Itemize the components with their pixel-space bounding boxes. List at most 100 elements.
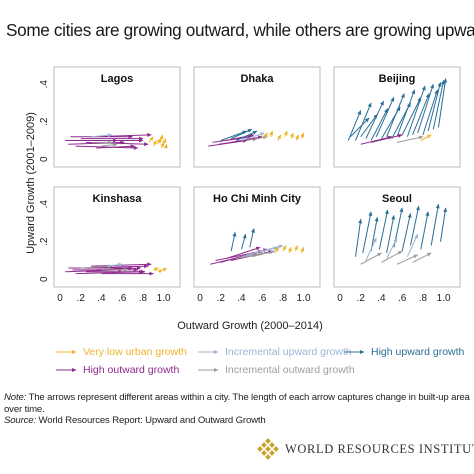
panel-title: Seoul <box>382 193 412 205</box>
arrow-high-upward <box>378 209 389 250</box>
note-text: The arrows represent different areas wit… <box>4 392 470 415</box>
arrow-high-upward <box>396 89 416 137</box>
chart-title: Some cities are growing outward, while o… <box>6 20 474 40</box>
panel-title: Dhaka <box>240 73 274 85</box>
arrow-high-outward <box>370 133 403 143</box>
y-tick-label: .2 <box>39 117 50 126</box>
logo-text: WORLD RESOURCES INSTITUTE <box>285 441 474 456</box>
y-axis-label: Upward Growth (2001–2009) <box>25 112 37 254</box>
arrow-very-low <box>283 130 288 137</box>
source-label: Source: <box>4 415 37 426</box>
y-tick-label: 0 <box>39 156 50 162</box>
wri-logo-icon <box>257 438 279 460</box>
arrow-incremental-upward <box>241 132 265 141</box>
x-axis-label: Outward Growth (2000–2014) <box>177 320 323 332</box>
arrow-incremental-outward <box>80 264 113 269</box>
panel-ho-chi-minh-city: Ho Chi Minh City <box>193 186 321 288</box>
legend-item-very-low: Very low urban growth <box>54 346 187 358</box>
arrow-high-upward <box>437 78 448 128</box>
footnote: Note: The arrows represent different are… <box>4 392 470 427</box>
arrow-very-low <box>160 141 165 149</box>
arrow-high-upward <box>420 211 430 250</box>
arrow-high-upward <box>370 216 379 252</box>
arrow-incremental-outward <box>101 142 118 147</box>
x-tick-label: 0 <box>57 293 63 304</box>
arrow-high-upward <box>401 213 412 252</box>
arrow-high-upward <box>409 205 420 246</box>
arrow-high-upward <box>240 233 247 250</box>
arrow-very-low <box>152 140 157 147</box>
legend-arrow-icon <box>344 350 365 354</box>
arrow-high-upward <box>412 93 430 136</box>
arrow-very-low <box>277 134 282 141</box>
x-tick-label: 0 <box>337 293 343 304</box>
x-tick-label: .2 <box>217 293 226 304</box>
arrow-incremental-upward <box>241 246 279 258</box>
y-tick-label: 0 <box>39 276 50 282</box>
arrow-high-upward <box>355 102 372 141</box>
arrow-high-upward <box>375 96 395 137</box>
arrow-high-upward <box>249 228 255 248</box>
arrow-high-outward <box>68 140 125 145</box>
arrow-very-low <box>300 132 305 139</box>
arrow-very-low <box>153 267 159 272</box>
legend-item-incremental-upward: Incremental upward growth <box>196 346 352 358</box>
arrow-high-upward <box>360 113 378 138</box>
panel-title: Lagos <box>101 73 133 85</box>
legend-label: High outward growth <box>83 364 180 376</box>
panel-title: Kinshasa <box>93 193 143 205</box>
legend-item-high-upward: High upward growth <box>342 346 464 358</box>
arrow-incremental-upward <box>386 237 398 259</box>
arrow-high-upward <box>370 108 389 141</box>
arrow-high-upward <box>362 211 373 254</box>
arrow-high-outward <box>360 135 393 145</box>
arrow-incremental-outward <box>251 250 276 258</box>
arrow-incremental-upward <box>91 133 113 138</box>
arrow-very-low <box>290 132 294 139</box>
legend-arrow-icon <box>198 350 219 354</box>
arrow-high-upward <box>427 81 442 132</box>
arrow-very-low <box>269 130 274 137</box>
panel-title: Ho Chi Minh City <box>213 193 302 205</box>
panel-lagos: Lagos <box>53 66 181 168</box>
arrow-high-outward <box>225 246 261 260</box>
arrow-very-low <box>158 269 164 274</box>
x-tick-label: .4 <box>377 293 386 304</box>
x-tick-label: .4 <box>237 293 246 304</box>
arrow-very-low <box>420 134 432 141</box>
x-tick-label: .6 <box>398 293 407 304</box>
panel-seoul: Seoul <box>333 186 461 288</box>
panel-kinshasa: Kinshasa <box>53 186 181 288</box>
legend-item-incremental-outward: Incremental outward growth <box>196 364 355 376</box>
panel-title: Beijing <box>379 73 416 85</box>
x-tick-label: .2 <box>77 293 86 304</box>
arrow-high-outward <box>96 144 136 149</box>
arrow-very-low <box>294 245 298 252</box>
arrow-high-upward <box>230 128 253 140</box>
x-tick-label: .8 <box>139 293 148 304</box>
legend-label: High upward growth <box>371 346 465 358</box>
arrow-very-low <box>295 134 299 141</box>
arrow-high-outward <box>231 135 263 143</box>
wri-logo: WORLD RESOURCES INSTITUTE <box>257 438 474 460</box>
arrow-high-upward <box>230 231 237 252</box>
arrow-high-upward <box>355 218 363 257</box>
panel-dhaka: Dhaka <box>193 66 321 168</box>
arrow-very-low <box>263 132 268 139</box>
x-tick-label: .4 <box>97 293 106 304</box>
arrow-incremental-outward <box>360 252 382 265</box>
legend-label: Very low urban growth <box>83 346 187 358</box>
arrow-high-upward <box>365 100 384 139</box>
y-tick-label: .2 <box>39 237 50 246</box>
x-tick-label: .6 <box>258 293 267 304</box>
arrow-very-low <box>148 136 154 143</box>
y-tick-label: .4 <box>39 80 50 89</box>
arrow-incremental-upward <box>106 262 123 267</box>
arrow-incremental-outward <box>396 135 424 143</box>
arrow-high-outward <box>225 133 255 141</box>
arrow-high-upward <box>236 130 258 141</box>
arrow-very-low <box>163 143 168 149</box>
arrow-high-upward <box>347 110 362 141</box>
x-tick-label: .2 <box>357 293 366 304</box>
arrow-very-low <box>300 246 305 254</box>
